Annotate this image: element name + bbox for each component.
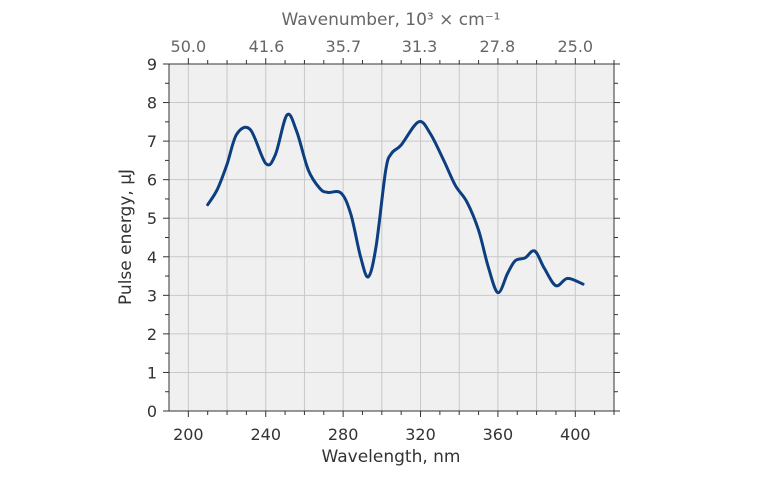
x-tick-label: 400 — [560, 425, 591, 444]
series-line — [206, 112, 585, 295]
top-tick-label: 41.6 — [249, 37, 285, 56]
y-tick-label: 6 — [147, 171, 157, 190]
y-tick-label: 4 — [147, 248, 157, 267]
y-tick-label: 8 — [147, 94, 157, 113]
y-tick-label: 3 — [147, 286, 157, 305]
y-tick-label: 7 — [147, 132, 157, 151]
x-tick-label: 200 — [173, 425, 204, 444]
x-tick-label: 280 — [328, 425, 359, 444]
y-tick-label: 1 — [147, 363, 157, 382]
top-tick-label: 50.0 — [171, 37, 207, 56]
top-tick-label: 31.3 — [402, 37, 438, 56]
x-tick-label: 240 — [250, 425, 281, 444]
top-tick-label: 25.0 — [557, 37, 593, 56]
top-axis-label: Wavenumber, 10³ × cm⁻¹ — [281, 10, 500, 30]
plot-frame — [168, 63, 615, 412]
y-tick-label: 9 — [147, 55, 157, 74]
y-tick-label: 5 — [147, 209, 157, 228]
top-tick-label: 27.8 — [480, 37, 516, 56]
x-tick-label: 320 — [405, 425, 436, 444]
x-tick-label: 360 — [483, 425, 514, 444]
x-axis-label: Wavelength, nm — [322, 447, 461, 467]
top-tick-label: 35.7 — [326, 37, 362, 56]
ticks — [163, 58, 620, 417]
y-axis-label: Pulse energy, µJ — [116, 169, 136, 305]
plot-area — [169, 64, 614, 411]
y-tick-label: 0 — [147, 402, 157, 421]
y-tick-label: 2 — [147, 325, 157, 344]
